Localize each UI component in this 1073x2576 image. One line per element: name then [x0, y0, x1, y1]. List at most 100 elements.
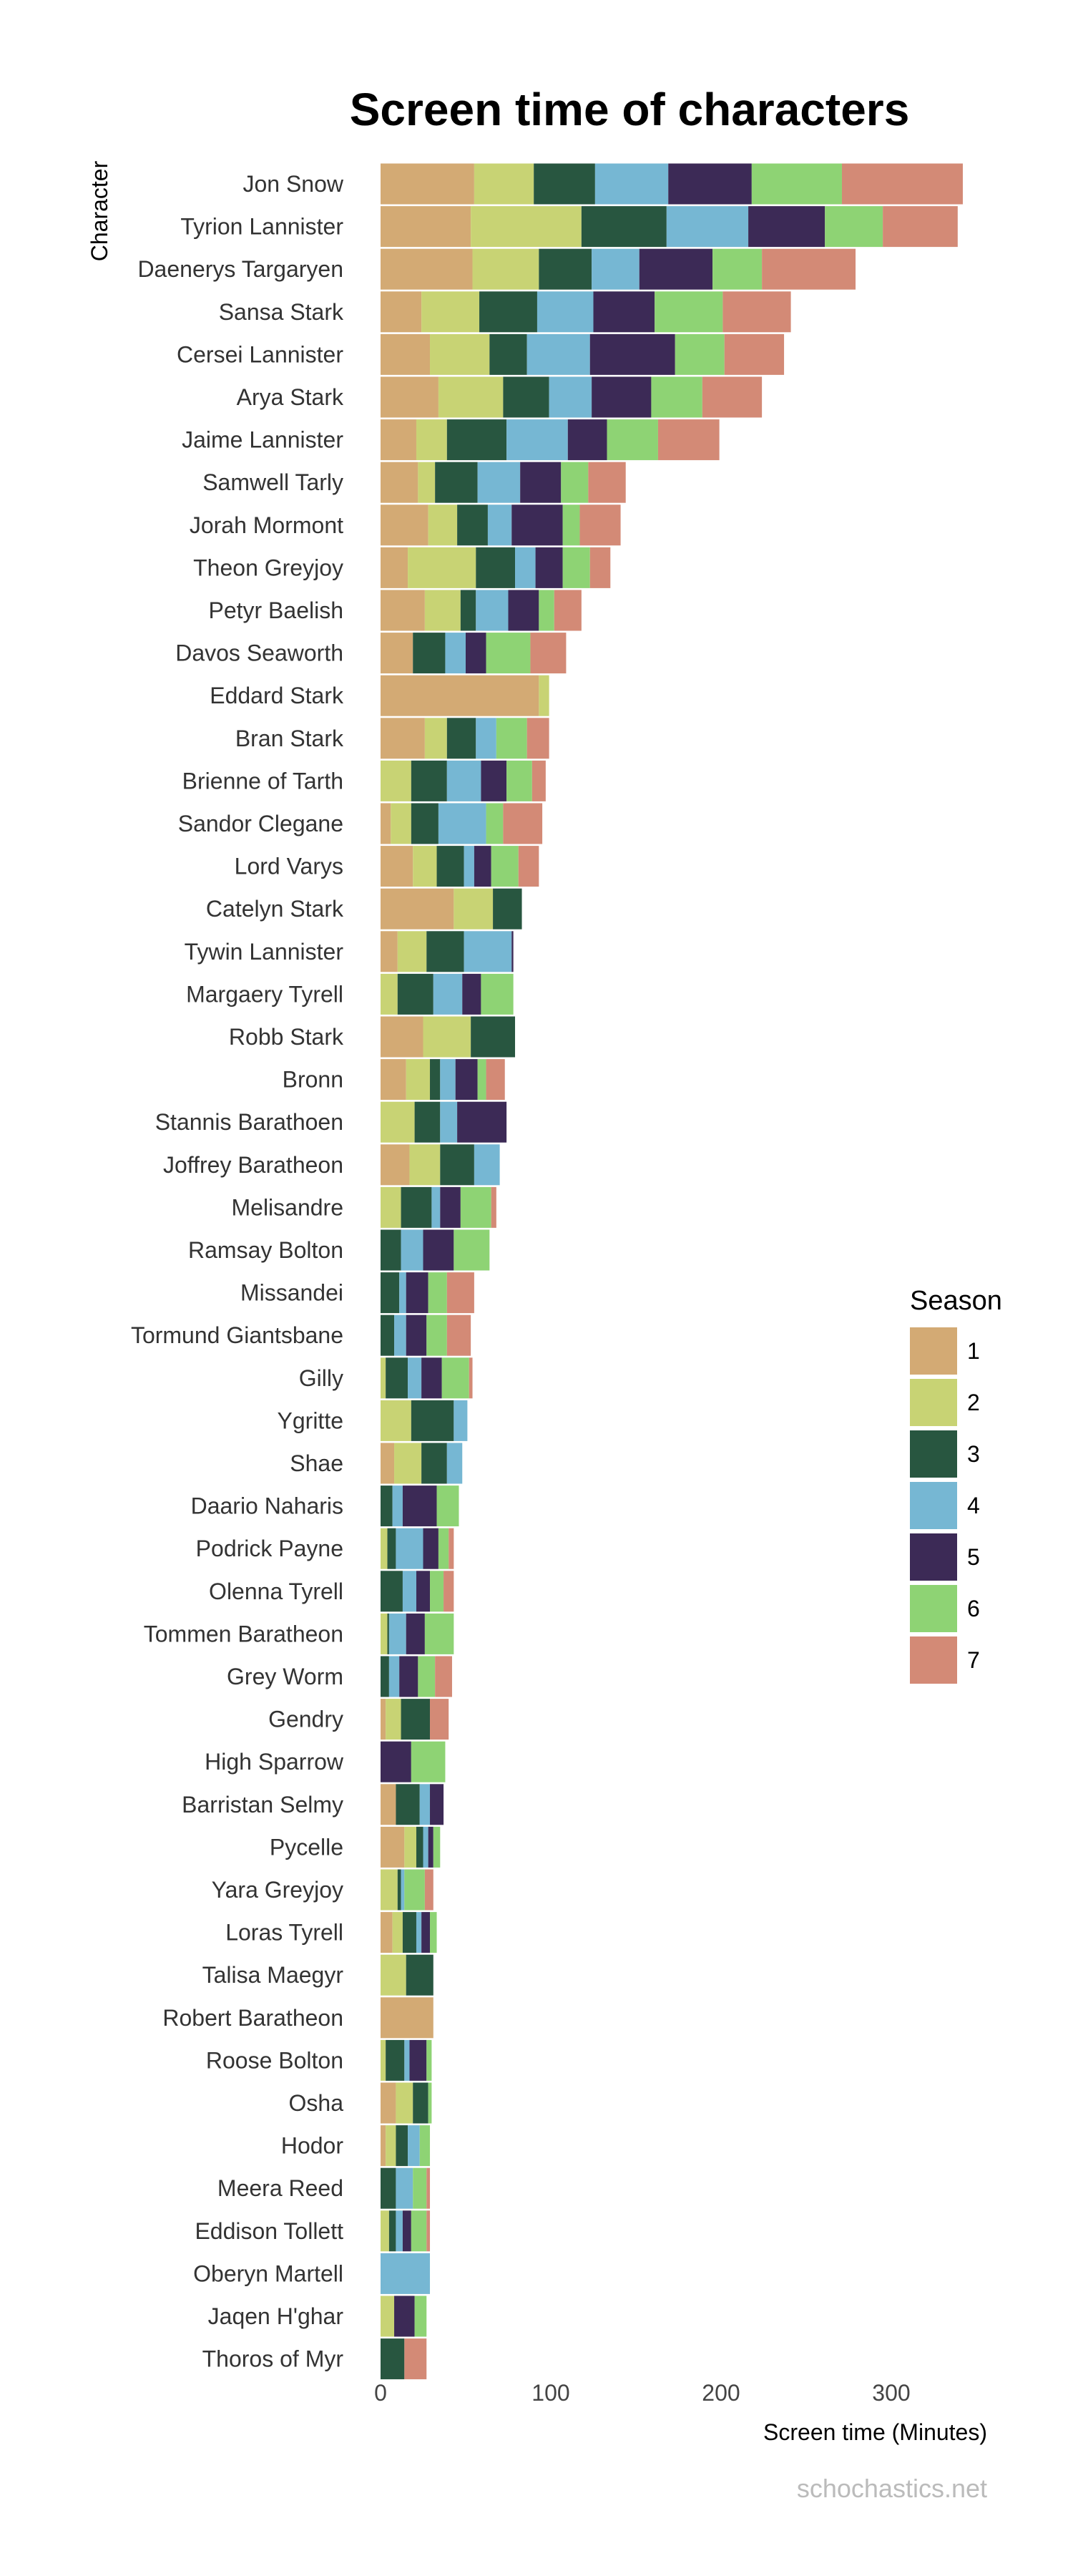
legend-label: 5: [967, 1544, 980, 1570]
bar-segment: [381, 803, 391, 844]
bar-segment: [381, 1443, 395, 1484]
bar-segment: [381, 1144, 410, 1186]
bar-segment: [381, 1528, 388, 1569]
bar-segment: [471, 206, 582, 248]
bar-segment: [435, 1656, 452, 1697]
bar-segment: [411, 760, 447, 801]
bar-segment: [396, 2210, 403, 2252]
bar-segment: [639, 248, 713, 290]
character-label: Jaqen H'ghar: [208, 2303, 344, 2329]
bar-segment: [381, 590, 425, 631]
bar-segment: [388, 1656, 400, 1697]
bar-segment: [423, 1528, 438, 1569]
x-tick-label: 300: [872, 2380, 910, 2406]
bar-segment: [493, 888, 522, 930]
legend-swatch: [910, 1585, 957, 1632]
bar-segment: [722, 291, 791, 333]
bar-segment: [411, 803, 438, 844]
x-tick-label: 200: [702, 2380, 740, 2406]
bar-segment: [396, 1784, 420, 1825]
bar-segment: [751, 163, 842, 205]
bar-segment: [455, 1059, 478, 1101]
bar-segment: [518, 846, 539, 887]
character-label: Grey Worm: [227, 1664, 343, 1689]
bar-segment: [401, 1699, 431, 1740]
character-label: Cersei Lannister: [177, 341, 343, 367]
bar-segment: [446, 760, 481, 801]
bar-segment: [421, 291, 480, 333]
bar-segment: [428, 504, 458, 546]
bar-segment: [428, 2082, 432, 2124]
bar-segment: [381, 248, 473, 290]
bar-segment: [436, 1485, 459, 1527]
bar-segment: [748, 206, 825, 248]
bar-segment: [381, 846, 413, 887]
bar-segment: [433, 973, 463, 1015]
bar-segment: [418, 1656, 436, 1697]
bar-segment: [381, 2167, 396, 2209]
bar-segment: [381, 718, 425, 759]
bar-segment: [489, 333, 527, 375]
bar-segment: [445, 633, 466, 674]
bar-segment: [386, 2125, 396, 2167]
character-label: Joffrey Baratheon: [163, 1152, 343, 1178]
character-label: Davos Seaworth: [175, 640, 343, 666]
bar-segment: [561, 462, 589, 503]
bar-segment: [526, 333, 590, 375]
bar-segment: [441, 1357, 469, 1399]
bar-segment: [841, 163, 963, 205]
bar-segment: [381, 973, 398, 1015]
bar-segment: [381, 1272, 400, 1314]
bar-segment: [668, 163, 752, 205]
bar-segment: [506, 419, 568, 461]
bar-segment: [486, 1059, 505, 1101]
bar-segment: [430, 1571, 444, 1612]
bar-segment: [446, 419, 507, 461]
bar-segment: [381, 1485, 393, 1527]
bars: [381, 163, 963, 2380]
bar-segment: [381, 1186, 401, 1228]
bar-segment: [413, 2082, 428, 2124]
bar-segment: [416, 1912, 422, 1953]
bar-segment: [414, 1101, 441, 1143]
bar-segment: [381, 1571, 403, 1612]
bar-segment: [435, 462, 478, 503]
bar-segment: [476, 547, 516, 588]
bar-segment: [554, 590, 582, 631]
bar-segment: [416, 1826, 423, 1868]
bar-segment: [589, 547, 611, 588]
bar-segment: [762, 248, 856, 290]
character-label: Loras Tyrell: [225, 1920, 343, 1946]
bar-segment: [592, 248, 640, 290]
bar-segment: [426, 931, 464, 972]
caption: schochastics.net: [797, 2474, 987, 2503]
character-label: Samwell Tarly: [202, 469, 343, 495]
y-axis-labels: Jon Snow Tyrion Lannister Daenerys Targary…: [131, 171, 344, 2372]
bar-segment: [396, 2125, 408, 2167]
bar-segment: [381, 206, 471, 248]
bar-segment: [423, 1016, 471, 1058]
legend-swatch: [910, 1327, 957, 1375]
character-label: Jon Snow: [242, 171, 343, 197]
legend-label: 6: [967, 1596, 980, 1621]
bar-segment: [406, 1272, 428, 1314]
character-label: Eddison Tollett: [195, 2218, 343, 2244]
character-label: Lord Varys: [235, 854, 343, 879]
bar-segment: [433, 1826, 441, 1868]
bar-segment: [381, 547, 408, 588]
bar-segment: [531, 760, 546, 801]
bar-segment: [666, 206, 749, 248]
bar-segment: [440, 1101, 458, 1143]
bar-segment: [567, 419, 607, 461]
bar-segment: [401, 1229, 423, 1271]
bar-segment: [535, 547, 563, 588]
bar-segment: [464, 846, 474, 887]
legend-swatch: [910, 1482, 957, 1529]
bar-segment: [381, 462, 418, 503]
bar-segment: [530, 633, 567, 674]
bar-segment: [430, 1059, 441, 1101]
bar-segment: [388, 2210, 396, 2252]
character-label: High Sparrow: [205, 1749, 344, 1775]
bar-segment: [589, 333, 675, 375]
bar-segment: [394, 1314, 406, 1356]
